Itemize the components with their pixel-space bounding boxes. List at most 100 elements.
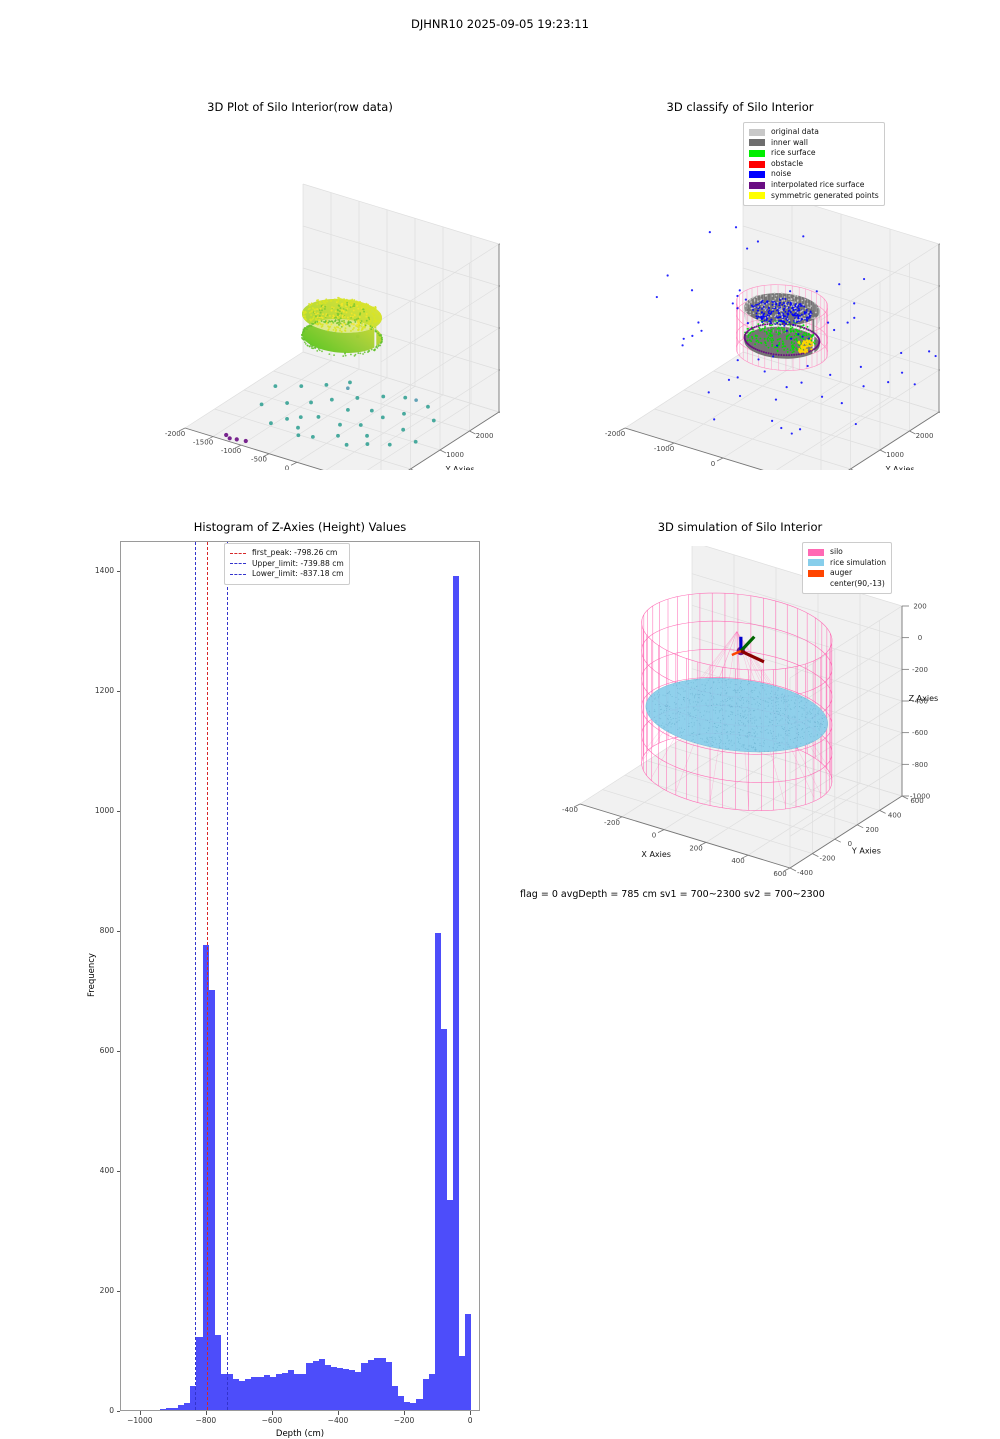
figure-canvas: DJHNR10 2025-09-05 19:23:11 3D Plot of S… xyxy=(0,0,1000,1000)
y-tick-mark xyxy=(117,571,121,572)
legend-label: auger xyxy=(830,568,852,579)
classify-3d-title: 3D classify of Silo Interior xyxy=(540,100,940,114)
legend-swatch-icon xyxy=(749,182,765,189)
histogram-plot-area[interactable] xyxy=(120,541,480,1411)
svg-text:Z Axies (Depth): Z Axies (Depth) xyxy=(909,694,940,703)
x-tick-mark xyxy=(206,1411,207,1415)
y-tick-label: 600 xyxy=(84,1046,114,1055)
legend-swatch-icon xyxy=(749,161,765,168)
legend-label: original data xyxy=(771,127,819,138)
histogram-legend: first_peak: -798.26 cm Upper_limit: -739.… xyxy=(224,543,350,585)
y-tick-label: 800 xyxy=(84,926,114,935)
svg-text:-2000: -2000 xyxy=(605,430,625,438)
classify-legend-item: interpolated rice surface xyxy=(749,180,879,191)
x-tick-label: −1000 xyxy=(122,1416,158,1425)
x-tick-label: −600 xyxy=(254,1416,290,1425)
svg-text:Y Axies: Y Axies xyxy=(851,847,881,856)
histogram-legend-item: Upper_limit: -739.88 cm xyxy=(230,559,344,570)
legend-dash-icon xyxy=(230,563,246,564)
figure-suptitle: DJHNR10 2025-09-05 19:23:11 xyxy=(0,17,1000,31)
histogram-legend-item: first_peak: -798.26 cm xyxy=(230,548,344,559)
svg-text:-1000: -1000 xyxy=(654,445,674,453)
simulation-3d-title: 3D simulation of Silo Interior xyxy=(540,520,940,534)
histogram-title: Histogram of Z-Axies (Height) Values xyxy=(100,520,500,534)
y-tick-mark xyxy=(117,1411,121,1412)
svg-text:600: 600 xyxy=(773,870,786,876)
legend-label: symmetric generated points xyxy=(771,191,879,202)
svg-text:Y Axies: Y Axies xyxy=(885,465,915,470)
x-tick-mark xyxy=(404,1411,405,1415)
legend-label: Lower_limit: -837.18 cm xyxy=(252,569,344,580)
y-tick-mark xyxy=(117,1291,121,1292)
svg-text:-200: -200 xyxy=(912,666,928,674)
panel-simulation-3d: 3D simulation of Silo Interior -400 -200 0… xyxy=(540,520,940,920)
histogram-Lower_limit-line xyxy=(195,542,196,1410)
legend-label: silo xyxy=(830,547,843,558)
y-tick-label: 1000 xyxy=(84,806,114,815)
legend-label: noise xyxy=(771,169,791,180)
x-tick-mark xyxy=(470,1411,471,1415)
x-tick-label: 0 xyxy=(452,1416,488,1425)
status-line: flag = 0 avgDepth = 785 cm sv1 = 700~230… xyxy=(520,889,825,900)
legend-swatch-icon xyxy=(749,171,765,178)
svg-text:1000: 1000 xyxy=(446,451,464,459)
classify-legend-item: obstacle xyxy=(749,159,879,170)
classify-legend: original data inner wall rice surface obsta… xyxy=(743,122,885,206)
raw-3d-title: 3D Plot of Silo Interior(row data) xyxy=(100,100,500,114)
classify-legend-item: symmetric generated points xyxy=(749,191,879,202)
x-tick-mark xyxy=(140,1411,141,1415)
legend-label: obstacle xyxy=(771,159,803,170)
svg-text:-600: -600 xyxy=(912,729,928,737)
x-tick-label: −400 xyxy=(320,1416,356,1425)
panel-classify-3d-plot: 3D classify of Silo Interior -2000 -1000 0… xyxy=(540,100,940,470)
panel-histogram: Histogram of Z-Axies (Height) Values fir… xyxy=(100,520,500,920)
x-tick-mark xyxy=(272,1411,273,1415)
legend-swatch-icon xyxy=(808,570,824,577)
y-tick-label: 1200 xyxy=(84,686,114,695)
y-tick-label: 0 xyxy=(84,1406,114,1415)
svg-text:200: 200 xyxy=(866,826,879,834)
y-tick-mark xyxy=(117,931,121,932)
svg-text:-800: -800 xyxy=(912,761,928,769)
svg-text:-400: -400 xyxy=(562,806,578,814)
svg-text:X Axies: X Axies xyxy=(641,850,671,859)
svg-text:-1000: -1000 xyxy=(910,793,930,801)
y-tick-mark xyxy=(117,811,121,812)
x-tick-mark xyxy=(338,1411,339,1415)
histogram-bar xyxy=(465,1314,471,1410)
legend-swatch-icon xyxy=(808,549,824,556)
legend-label: center(90,-13) xyxy=(830,579,885,590)
legend-swatch-icon xyxy=(749,129,765,136)
svg-text:-1500: -1500 xyxy=(193,439,213,447)
svg-text:1000: 1000 xyxy=(886,451,904,459)
classify-legend-item: rice surface xyxy=(749,148,879,159)
svg-text:0: 0 xyxy=(711,460,715,468)
classify-legend-item: noise xyxy=(749,169,879,180)
legend-swatch-icon xyxy=(749,150,765,157)
legend-label: inner wall xyxy=(771,138,808,149)
svg-text:-200: -200 xyxy=(819,855,835,863)
x-tick-label: −200 xyxy=(386,1416,422,1425)
svg-text:2000: 2000 xyxy=(476,432,494,440)
svg-text:0: 0 xyxy=(652,832,656,840)
y-tick-label: 400 xyxy=(84,1166,114,1175)
histogram-Upper_limit-line xyxy=(227,542,228,1410)
y-tick-mark xyxy=(117,1051,121,1052)
legend-label: Upper_limit: -739.88 cm xyxy=(252,559,344,570)
svg-text:-500: -500 xyxy=(251,456,267,464)
histogram-bar xyxy=(453,576,459,1410)
svg-text:400: 400 xyxy=(731,857,744,865)
simulation-legend-item: rice simulation xyxy=(808,558,886,569)
simulation-3d-axes[interactable]: -400 -200 0 200 400 600 X Axies -400 -200 0 200 400… xyxy=(540,546,940,876)
svg-text:-1000: -1000 xyxy=(221,447,241,455)
legend-swatch-icon xyxy=(808,559,824,566)
raw-3d-axes[interactable]: -2000-1500-1000-500050010001500X Axies-1… xyxy=(100,128,500,470)
svg-text:200: 200 xyxy=(689,844,702,852)
svg-text:400: 400 xyxy=(888,811,901,819)
histogram-legend-item: Lower_limit: -837.18 cm xyxy=(230,569,344,580)
axes-3d-canvas: -2000-1500-1000-500050010001500X Axies-1… xyxy=(100,128,500,470)
simulation-legend-item: center(90,-13) xyxy=(808,579,886,590)
svg-text:-2000: -2000 xyxy=(165,430,185,438)
legend-label: rice simulation xyxy=(830,558,886,569)
legend-swatch-icon xyxy=(749,192,765,199)
